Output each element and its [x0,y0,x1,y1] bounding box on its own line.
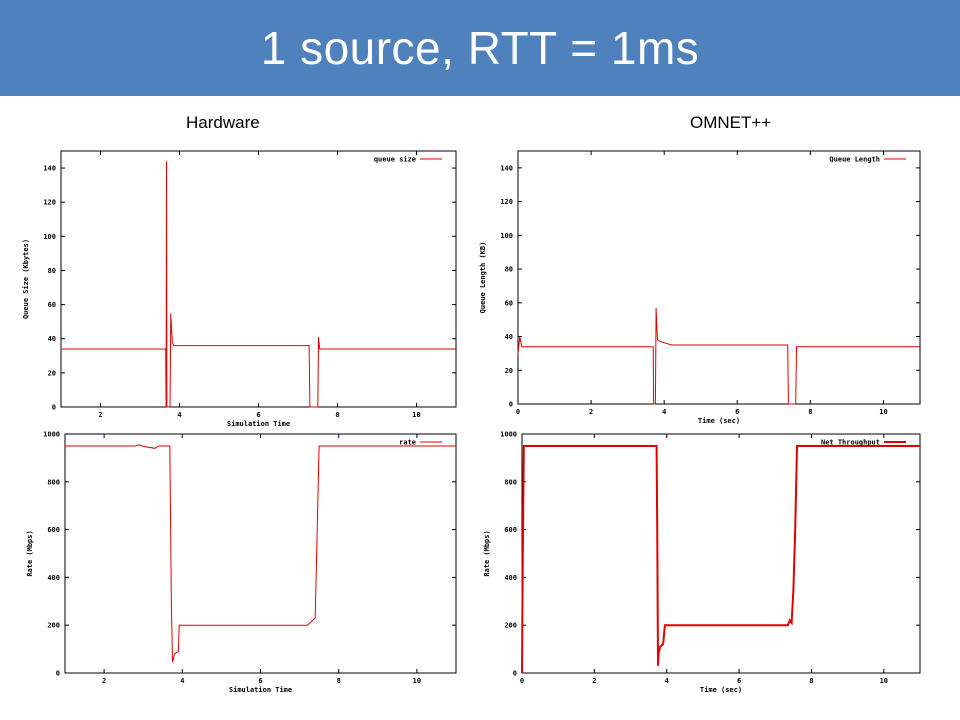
legend-label: rate [399,439,416,447]
plot-frame [60,150,457,408]
y-tick-label: 20 [505,367,513,375]
y-axis-label: Queue Length (KB) [479,242,487,314]
y-tick-label: 200 [47,622,60,630]
chart-omnet-queue-length: 0 20 40 60 80 100 120 140 0 2 4 6 8 10 Time (sec) Queue… [479,150,921,425]
y-tick-label: 0 [509,401,513,409]
y-tick-label: 20 [48,369,56,377]
x-tick-label: 10 [880,677,888,685]
x-tick-label: 4 [665,677,669,685]
x-tick-label: 4 [177,411,181,419]
y-tick-label: 100 [43,233,56,241]
y-tick-label: 60 [505,299,513,307]
y-tick-label: 80 [505,266,513,274]
x-tick-label: 4 [180,677,184,685]
chart-hardware-queue-size: 0 20 40 60 80 100 120 140 2 4 6 8 10 Simulation Time Q… [22,150,457,428]
plot-frame [517,150,921,405]
y-tick-label: 800 [47,478,60,486]
x-axis-label: Simulation Time [229,686,292,694]
x-tick-label: 8 [337,677,341,685]
y-axis-label: Queue Size (Kbytes) [22,239,30,319]
y-tick-label: 1000 [43,431,60,439]
y-tick-label: 600 [47,526,60,534]
y-tick-label: 140 [43,165,56,173]
legend-label: Net Throughput [821,439,880,447]
x-axis-label: Time (sec) [698,417,740,425]
y-axis-label: Rate (Mbps) [483,530,491,576]
y-tick-label: 140 [500,164,513,172]
y-tick-label: 800 [504,478,517,486]
x-tick-label: 10 [412,411,420,419]
x-tick-label: 6 [735,408,739,416]
x-tick-label: 6 [258,677,262,685]
x-tick-label: 10 [413,677,421,685]
x-tick-label: 2 [592,677,596,685]
y-tick-label: 1000 [500,431,517,439]
x-tick-label: 6 [256,411,260,419]
x-tick-label: 2 [589,408,593,416]
legend-label: Queue Length [829,156,880,164]
y-tick-label: 400 [504,574,517,582]
x-tick-label: 0 [520,677,524,685]
y-tick-label: 40 [48,335,56,343]
series-line [517,307,920,405]
x-tick-label: 6 [737,677,741,685]
title-banner: 1 source, RTT = 1ms [0,0,960,96]
y-tick-label: 80 [48,267,56,275]
x-tick-label: 8 [335,411,339,419]
y-tick-label: 600 [504,526,517,534]
column-label-omnet: OMNET++ [690,113,772,132]
chart-hardware-rate: 0 200 400 600 800 1000 2 4 6 8 10 Simulation Time Ra… [26,431,457,694]
y-tick-label: 120 [43,199,56,207]
y-tick-label: 0 [56,670,60,678]
x-tick-label: 8 [809,677,813,685]
x-tick-label: 8 [808,408,812,416]
series-line [521,445,920,674]
plot-frame [64,433,457,674]
y-tick-label: 100 [500,232,513,240]
x-axis-label: Time (sec) [700,686,742,694]
x-tick-label: 2 [102,677,106,685]
y-tick-label: 0 [52,404,56,412]
y-axis-label: Rate (Mbps) [26,530,34,576]
x-axis-label: Simulation Time [227,420,290,428]
series-line [61,161,456,408]
y-tick-label: 0 [513,670,517,678]
y-tick-label: 60 [48,301,56,309]
legend-label: queue size [374,156,416,164]
series-line [65,444,456,663]
y-tick-label: 40 [505,333,513,341]
slide-title: 1 source, RTT = 1ms [260,22,700,74]
x-tick-label: 4 [662,408,666,416]
x-tick-label: 2 [98,411,102,419]
plot-frame [521,433,921,674]
y-tick-label: 200 [504,622,517,630]
y-tick-label: 120 [500,198,513,206]
chart-omnet-net-throughput: 0 200 400 600 800 1000 0 2 4 6 8 10 Time (sec) Rate (… [483,431,921,694]
column-label-hardware: Hardware [186,113,260,132]
x-tick-label: 0 [516,408,520,416]
x-tick-label: 10 [879,408,887,416]
y-tick-label: 400 [47,574,60,582]
